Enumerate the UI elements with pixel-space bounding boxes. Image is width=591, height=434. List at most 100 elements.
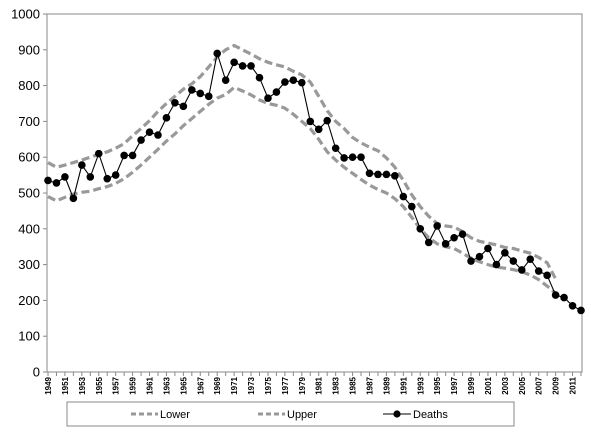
data-point-deaths	[340, 154, 348, 162]
legend-label-upper: Upper	[287, 409, 317, 421]
x-tick-label: 1993	[416, 376, 425, 394]
y-tick-label: 200	[18, 293, 40, 308]
x-tick-label: 1983	[332, 376, 341, 394]
x-tick-label: 1973	[247, 376, 256, 394]
data-point-deaths	[543, 271, 551, 280]
data-point-deaths	[120, 151, 128, 160]
data-point-deaths	[179, 102, 188, 111]
y-axis: 0 100 200 300 400 500 600 700 800 900 1000	[11, 7, 47, 380]
data-point-deaths	[568, 301, 577, 310]
x-tick-label: 1961	[146, 376, 155, 394]
series-line-upper	[47, 43, 558, 280]
legend: Lower Upper Deaths	[66, 401, 515, 427]
plot-border	[46, 13, 583, 373]
data-point-deaths	[86, 173, 95, 181]
data-point-deaths	[69, 194, 78, 203]
data-point-deaths	[391, 172, 399, 180]
series-line-deaths	[47, 53, 582, 311]
data-point-deaths	[365, 169, 374, 178]
series-line-lower	[47, 85, 566, 302]
data-point-deaths	[407, 202, 416, 211]
legend-item-lower: Lower	[131, 409, 190, 421]
data-point-deaths	[188, 86, 196, 94]
x-tick-label: 1949	[44, 376, 53, 394]
x-tick-label: 1985	[349, 376, 358, 394]
data-point-deaths	[492, 260, 501, 269]
y-tick-label: 300	[18, 257, 40, 272]
data-point-deaths	[111, 171, 120, 179]
data-point-deaths	[230, 58, 238, 67]
x-axis: 1949 1951 1953 1955 1957 1959 1961 1963 1965 1967…	[44, 372, 582, 395]
x-tick-label: 1957	[112, 376, 121, 394]
data-point-deaths	[331, 144, 340, 153]
data-point-deaths	[306, 117, 315, 126]
x-tick-label: 1953	[78, 376, 87, 394]
y-tick-label: 900	[18, 42, 40, 57]
data-point-deaths	[221, 76, 230, 85]
data-point-deaths	[458, 230, 467, 238]
data-point-deaths	[374, 170, 382, 179]
x-tick-label: 2005	[518, 376, 527, 394]
data-point-deaths	[162, 114, 171, 122]
y-tick-label: 1000	[11, 7, 40, 22]
x-tick-label: 1959	[129, 376, 138, 394]
data-point-deaths	[560, 293, 568, 302]
x-tick-label: 1951	[61, 376, 70, 394]
data-point-deaths	[281, 78, 289, 86]
y-tick-label: 800	[18, 78, 40, 93]
data-point-deaths	[94, 149, 103, 158]
legend-item-deaths: Deaths	[383, 409, 448, 421]
y-tick-label: 100	[18, 329, 40, 344]
x-tick-label: 2011	[569, 376, 578, 394]
data-point-deaths	[517, 266, 526, 274]
data-point-deaths	[272, 88, 281, 96]
data-point-deaths	[238, 62, 247, 70]
y-tick-label: 600	[18, 150, 40, 165]
legend-label-lower: Lower	[160, 409, 190, 421]
data-point-deaths	[441, 240, 450, 248]
data-point-deaths	[171, 98, 179, 107]
data-point-deaths	[61, 173, 69, 181]
data-point-deaths	[44, 176, 52, 185]
x-tick-label: 1965	[179, 376, 188, 394]
data-point-deaths	[433, 222, 441, 230]
data-point-deaths	[145, 128, 154, 136]
data-point-deaths	[128, 151, 137, 160]
x-tick-label: 1975	[264, 376, 273, 394]
y-tick-label: 0	[33, 365, 40, 380]
x-tick-label: 1987	[365, 376, 374, 394]
data-point-deaths	[509, 257, 518, 265]
legend-marker-deaths	[393, 410, 401, 418]
data-point-deaths	[501, 248, 509, 257]
data-point-deaths	[255, 73, 264, 82]
legend-label-deaths: Deaths	[413, 409, 448, 421]
data-point-deaths	[137, 136, 145, 144]
legend-item-upper: Upper	[258, 409, 317, 421]
y-tick-label: 400	[18, 221, 40, 236]
x-tick-label: 1989	[382, 376, 391, 394]
x-tick-label: 1997	[450, 376, 459, 394]
x-tick-label: 1955	[95, 376, 104, 394]
data-point-deaths	[213, 49, 222, 58]
x-tick-label: 1979	[298, 376, 307, 394]
data-point-deaths	[196, 89, 205, 98]
x-tick-label: 2009	[552, 376, 561, 394]
x-tick-label: 1967	[196, 376, 205, 394]
x-tick-label: 2003	[501, 376, 510, 394]
data-point-deaths	[416, 225, 425, 233]
data-point-deaths	[467, 257, 475, 265]
data-point-deaths	[323, 116, 331, 125]
x-tick-label: 1971	[230, 376, 239, 394]
data-point-deaths	[298, 78, 306, 87]
data-point-deaths	[526, 255, 535, 264]
data-point-deaths	[424, 238, 433, 247]
x-tick-label: 2007	[535, 376, 544, 394]
x-tick-label: 1977	[281, 376, 290, 394]
data-point-deaths	[382, 170, 391, 179]
data-point-deaths	[577, 306, 585, 315]
x-tick-label: 1999	[467, 376, 476, 394]
data-point-deaths	[475, 252, 484, 261]
plot-area	[46, 13, 583, 373]
data-point-deaths	[247, 62, 255, 70]
